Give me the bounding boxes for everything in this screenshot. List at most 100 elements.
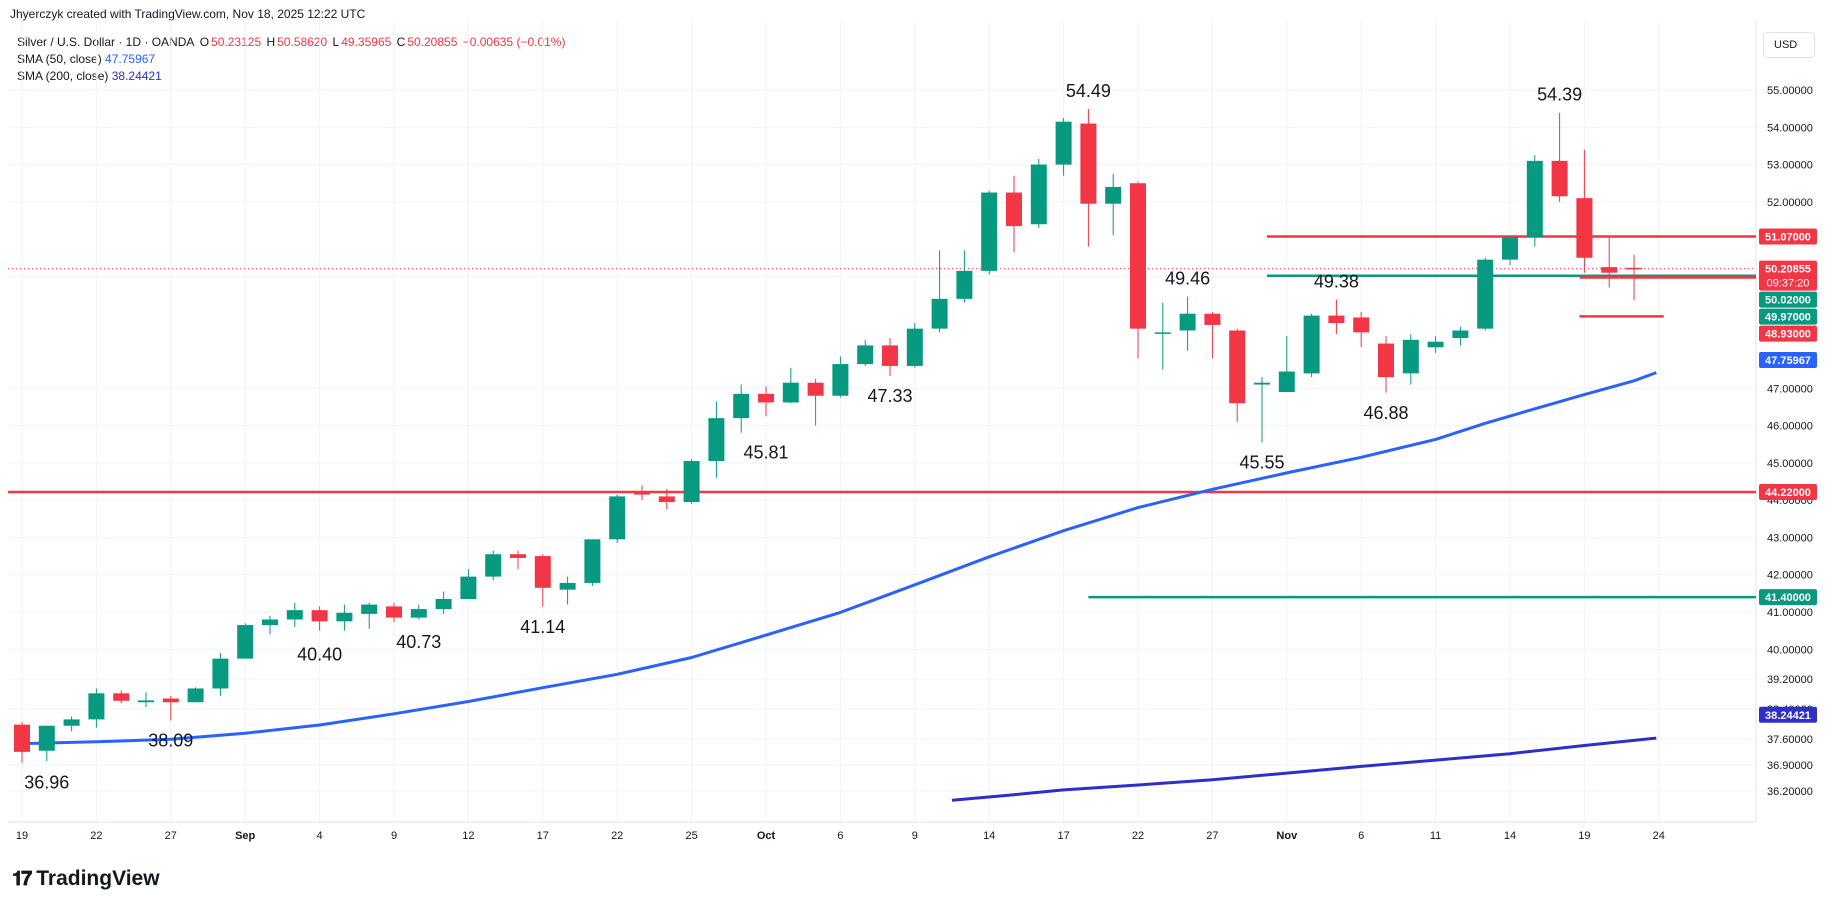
candle-body <box>1278 371 1295 393</box>
candle-body <box>534 556 551 588</box>
price-annotation: 45.81 <box>743 443 788 463</box>
x-axis-tick-label: 9 <box>912 830 918 842</box>
candle-body <box>88 693 105 720</box>
candle-body <box>1254 382 1270 385</box>
price-chart[interactable]: 36.96 38.09 40.40 40.73 41.14 45.81 47.33 54.49… <box>0 0 1835 860</box>
price-tag-label: 48.93000 <box>1765 329 1811 341</box>
candle-body <box>162 698 179 703</box>
candle-body <box>1303 315 1320 374</box>
price-tag <box>1759 260 1817 291</box>
tradingview-brand-text: TradingView <box>36 867 160 890</box>
y-axis-tick-label: 41.00000 <box>1767 607 1813 619</box>
price-tag <box>1759 308 1817 325</box>
x-axis-tick-label: 24 <box>1653 830 1665 842</box>
y-axis-tick-label: 55.00000 <box>1767 85 1813 97</box>
price-tag-label: 50.20855 <box>1765 264 1811 276</box>
chart-credit: Jhyerczyk created with TradingView.com, … <box>10 7 366 21</box>
x-axis-tick-label: 22 <box>1132 830 1144 842</box>
price-tag <box>1759 589 1817 606</box>
legend-sma200-row[interactable]: SMA (200, close) 38.24421 <box>17 68 567 85</box>
price-tag-label: 50.02000 <box>1765 295 1811 307</box>
x-axis-tick-label: 25 <box>685 830 697 842</box>
x-axis-tick-label: 19 <box>16 830 28 842</box>
candle-body <box>286 610 303 620</box>
candle-body <box>906 328 923 366</box>
x-axis-tick-label: 4 <box>317 830 323 842</box>
candle-body <box>1526 160 1543 238</box>
x-axis-tick-label: 17 <box>537 830 549 842</box>
x-axis-tick-label: 9 <box>391 830 397 842</box>
x-axis-tick-label: 27 <box>165 830 177 842</box>
legend-sma50-value: 47.75967 <box>105 52 156 66</box>
candle-body <box>361 604 378 614</box>
candle-body <box>1130 183 1146 329</box>
x-axis-tick-label: 22 <box>611 830 623 842</box>
candle-body <box>14 724 30 752</box>
legend-open-label: O <box>199 35 210 49</box>
y-axis-tick-label: 42.00000 <box>1767 570 1813 582</box>
candle-body <box>1154 332 1171 334</box>
candle-body <box>138 700 154 703</box>
candle-body <box>1353 317 1370 333</box>
candle-body <box>1204 313 1221 325</box>
candle-body <box>1477 259 1494 329</box>
candle-body <box>1179 313 1196 331</box>
candle-body <box>336 612 353 622</box>
legend-ohlc-row: Silver / U.S. Dollar · 1D · OANDA O 50.23… <box>17 34 567 51</box>
y-axis-tick-label: 54.00000 <box>1767 122 1813 134</box>
x-axis-tick-label: 22 <box>90 830 102 842</box>
legend-low-label: L <box>332 35 340 49</box>
price-annotation: 41.14 <box>520 617 565 637</box>
tradingview-logo[interactable]: 𝟏𝟕 TradingView <box>12 867 160 891</box>
candle-body <box>634 492 650 495</box>
legend-sma200-value: 38.24421 <box>111 69 162 83</box>
price-tag <box>1759 291 1817 308</box>
y-axis-tick-label: 46.00000 <box>1767 421 1813 433</box>
candle-body <box>559 582 576 590</box>
y-axis-tick-label: 43.00000 <box>1767 532 1813 544</box>
y-axis-tick-label: 40.00000 <box>1767 644 1813 656</box>
candle-body <box>113 693 130 701</box>
candle-body <box>1576 198 1593 258</box>
candle-body <box>1452 330 1469 338</box>
price-tag <box>1759 228 1817 245</box>
price-annotation: 40.40 <box>297 644 342 664</box>
legend-sma50-label: SMA (50, close) <box>17 52 102 66</box>
candle-body <box>857 345 874 365</box>
y-axis-tick-label: 53.00000 <box>1767 160 1813 172</box>
currency-button[interactable]: USD <box>1763 32 1815 58</box>
price-annotation: 49.46 <box>1165 269 1210 289</box>
candle-body <box>460 576 477 599</box>
price-annotation: 45.55 <box>1239 452 1284 472</box>
candle-body <box>708 418 725 462</box>
candle-body <box>262 619 278 626</box>
x-axis-tick-label: Nov <box>1276 830 1298 842</box>
candle-body <box>733 393 750 419</box>
price-annotation: 54.49 <box>1066 81 1111 101</box>
legend-high-value: 50.58620 <box>277 35 328 49</box>
candle-body <box>386 606 402 618</box>
y-axis-tick-label: 37.60000 <box>1767 734 1813 746</box>
candle-body <box>882 345 898 366</box>
candle-body <box>956 270 973 299</box>
candle-body <box>1006 192 1022 227</box>
price-annotation: 36.96 <box>24 773 69 793</box>
candle-body <box>584 539 601 583</box>
candle-body <box>1626 267 1642 270</box>
legend-symbol[interactable]: Silver / U.S. Dollar · 1D · OANDA <box>17 35 195 49</box>
sma50-line <box>21 371 1657 746</box>
candle-body <box>1378 343 1394 378</box>
tradingview-logo-icon: 𝟏𝟕 <box>12 867 32 890</box>
x-axis-tick-label: Sep <box>235 830 255 842</box>
x-axis-tick-label: Oct <box>757 830 776 842</box>
legend-close-value: 50.20855 <box>407 35 458 49</box>
candle-body <box>1055 121 1072 165</box>
legend-open-value: 50.23125 <box>211 35 262 49</box>
legend-sma50-row[interactable]: SMA (50, close) 47.75967 <box>17 51 567 68</box>
candle-body <box>807 382 824 396</box>
candle-body <box>1080 123 1097 204</box>
x-axis-tick-label: 12 <box>462 830 474 842</box>
x-axis-tick-label: 27 <box>1206 830 1218 842</box>
candle-body <box>683 461 700 503</box>
candle-body <box>1105 186 1122 204</box>
